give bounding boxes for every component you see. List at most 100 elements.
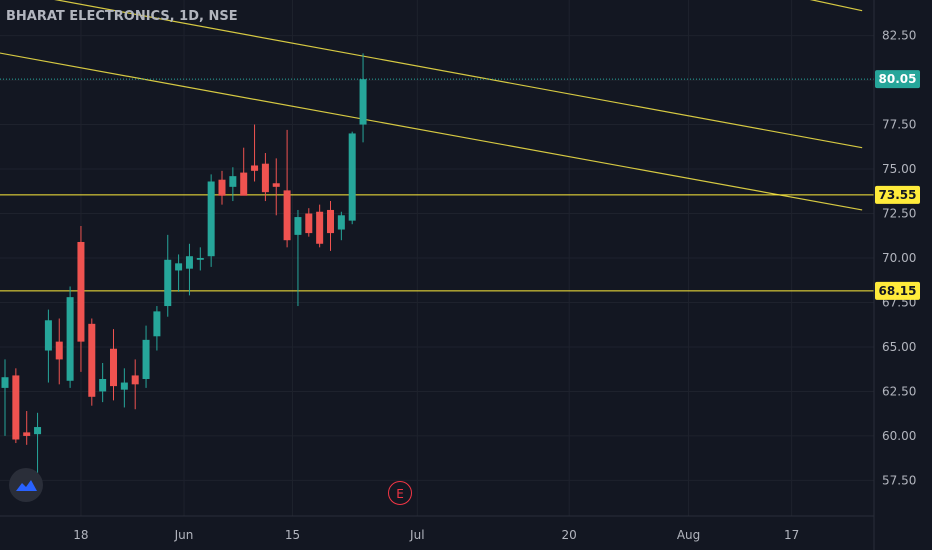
candle-body	[337, 215, 345, 230]
level-price-tag-text: 73.55	[879, 188, 917, 202]
candle-body	[316, 211, 324, 244]
candle-body	[44, 320, 52, 351]
candle-up[interactable]	[44, 309, 52, 383]
level-price-tag: 73.55	[875, 185, 920, 204]
x-tick-label: 20	[562, 528, 577, 542]
level-price-tag: 68.15	[875, 281, 920, 300]
candle-up[interactable]	[175, 254, 183, 292]
candle-body	[164, 259, 172, 307]
candle-down[interactable]	[110, 329, 117, 401]
candle-up[interactable]	[164, 234, 172, 317]
candle-down[interactable]	[316, 204, 324, 248]
candle-down[interactable]	[251, 124, 259, 182]
y-tick-label: 77.50	[882, 118, 916, 132]
y-tick-label: 70.00	[882, 251, 916, 265]
candle-up[interactable]	[196, 247, 204, 271]
candle-down[interactable]	[55, 318, 63, 385]
candle-body	[261, 163, 269, 193]
candle-body	[196, 258, 204, 260]
candle-body	[283, 190, 291, 241]
candle-up[interactable]	[229, 167, 237, 202]
candle-body	[1, 377, 9, 388]
candle-down[interactable]	[218, 170, 226, 205]
candle-body	[142, 339, 150, 379]
candle-up[interactable]	[294, 209, 302, 307]
candle-body	[23, 432, 31, 436]
earnings-event-marker[interactable]: E	[388, 481, 412, 505]
candle-down[interactable]	[261, 153, 269, 202]
y-tick-label: 60.00	[882, 429, 916, 443]
candle-down[interactable]	[23, 411, 31, 445]
candle-body	[99, 378, 107, 392]
candle-down[interactable]	[77, 225, 85, 372]
candle-down[interactable]	[283, 129, 291, 248]
candle-down[interactable]	[305, 208, 313, 237]
candle-body	[229, 176, 237, 187]
y-tick-label: 82.50	[882, 29, 916, 43]
candle-body	[294, 217, 302, 235]
candle-up[interactable]	[153, 306, 161, 351]
candle-down[interactable]	[240, 147, 248, 196]
price-axis[interactable]: 57.5060.0062.5065.0067.5070.0072.5075.00…	[882, 29, 916, 488]
x-tick-label: Jul	[409, 528, 424, 542]
candle-down[interactable]	[272, 158, 280, 216]
x-tick-label: Aug	[677, 528, 700, 542]
candle-body	[77, 241, 85, 342]
x-tick-label: 15	[285, 528, 300, 542]
candle-down[interactable]	[12, 368, 20, 444]
candle-body	[88, 323, 96, 397]
x-tick-label: 18	[73, 528, 88, 542]
chart-title: BHARAT ELECTRONICS, 1D, NSE	[6, 9, 238, 24]
level-price-tag-text: 68.15	[879, 284, 917, 298]
time-axis[interactable]: 18 Jun 15 Jul 20 Aug 17	[73, 528, 799, 542]
candle-down[interactable]	[88, 318, 96, 406]
last-price-tag: 80.05	[875, 70, 920, 89]
candle-up[interactable]	[66, 286, 74, 388]
candle-up[interactable]	[185, 243, 193, 296]
tradingview-logo-icon[interactable]	[9, 468, 43, 502]
candle-up[interactable]	[207, 174, 215, 267]
candle-body	[218, 179, 226, 196]
y-tick-label: 65.00	[882, 340, 916, 354]
level-price-tag-bg	[875, 185, 920, 204]
y-tick-label: 75.00	[882, 162, 916, 176]
trendline[interactable]	[705, 0, 863, 12]
candle-body	[272, 183, 280, 187]
candle-body	[359, 79, 367, 125]
candle-body	[185, 256, 193, 269]
candle-body	[251, 165, 259, 171]
candle-body	[131, 375, 139, 385]
trendlines[interactable]	[0, 0, 863, 211]
candle-body	[348, 133, 356, 221]
y-tick-label: 57.50	[882, 473, 916, 487]
trendline[interactable]	[0, 0, 863, 149]
candle-up[interactable]	[359, 53, 367, 143]
last-price-tag-bg	[875, 70, 920, 89]
trendline[interactable]	[0, 48, 863, 211]
y-tick-label: 62.50	[882, 384, 916, 398]
candle-body	[175, 263, 183, 271]
level-price-tag-bg	[875, 281, 920, 300]
candle-body	[305, 213, 313, 234]
candle-down[interactable]	[327, 201, 334, 251]
candles[interactable]	[1, 53, 367, 490]
candle-up[interactable]	[99, 362, 107, 403]
candle-up[interactable]	[1, 359, 9, 436]
candle-body	[120, 382, 128, 390]
candle-down[interactable]	[131, 359, 139, 410]
candle-up[interactable]	[142, 325, 150, 388]
horizontal-levels[interactable]	[0, 78, 874, 292]
candle-up[interactable]	[120, 368, 128, 408]
x-tick-label: Jun	[174, 528, 194, 542]
candle-body	[34, 427, 42, 435]
candle-body	[153, 311, 161, 337]
candle-body	[207, 181, 215, 257]
candle-up[interactable]	[348, 131, 356, 225]
candle-body	[66, 297, 74, 381]
candle-body	[12, 375, 20, 440]
grid	[0, 0, 874, 516]
candle-up[interactable]	[337, 211, 345, 241]
x-tick-label: 17	[784, 528, 799, 542]
